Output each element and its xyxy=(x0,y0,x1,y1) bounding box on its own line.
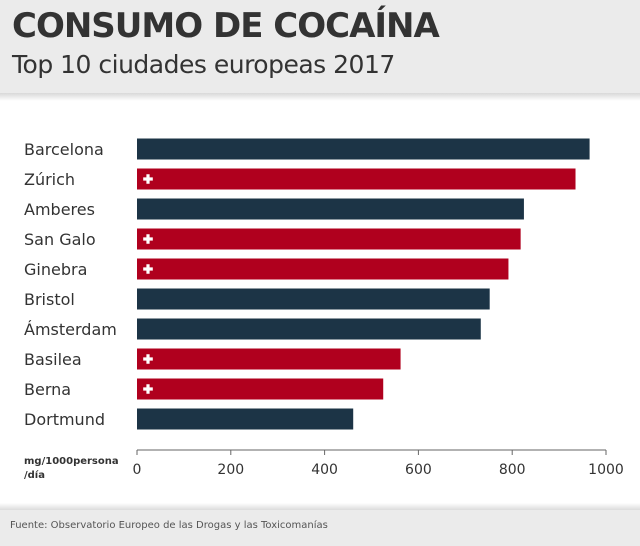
bar xyxy=(137,378,384,400)
footer-shadow xyxy=(0,503,640,510)
header-shadow xyxy=(0,93,640,101)
swiss-cross-icon xyxy=(143,174,153,184)
x-tick-label: 800 xyxy=(499,462,526,478)
x-tick-label: 1000 xyxy=(588,462,624,478)
chart-subtitle: Top 10 ciudades europeas 2017 xyxy=(12,50,395,79)
x-tick-label: 600 xyxy=(405,462,432,478)
category-label: Bristol xyxy=(24,290,75,309)
category-label: Dortmund xyxy=(24,410,105,429)
chart-title: CONSUMO DE COCAÍNA xyxy=(12,6,440,46)
category-label: Basilea xyxy=(24,350,82,369)
axis-unit-label: /día xyxy=(24,469,45,481)
category-label: Berna xyxy=(24,380,71,399)
category-label: San Galo xyxy=(24,230,96,249)
bar xyxy=(137,348,401,370)
category-label: Amberes xyxy=(24,200,95,219)
bar xyxy=(137,288,490,310)
swiss-cross-icon xyxy=(143,264,153,274)
category-label: Barcelona xyxy=(24,140,104,159)
bar xyxy=(137,168,576,190)
swiss-cross-icon xyxy=(143,234,153,244)
bar xyxy=(137,408,354,430)
chart-header: CONSUMO DE COCAÍNA Top 10 ciudades europ… xyxy=(0,0,640,93)
category-label: Ámsterdam xyxy=(24,320,117,339)
x-tick-label: 0 xyxy=(133,462,142,478)
bar xyxy=(137,318,481,340)
swiss-cross-icon xyxy=(143,384,153,394)
category-label: Zúrich xyxy=(24,170,75,189)
bar xyxy=(137,198,524,220)
chart-footer: Fuente: Observatorio Europeo de las Drog… xyxy=(0,510,640,546)
x-tick-label: 400 xyxy=(311,462,338,478)
bar xyxy=(137,228,521,250)
bar xyxy=(137,258,509,280)
bar xyxy=(137,138,590,160)
swiss-cross-icon xyxy=(143,354,153,364)
source-note: Fuente: Observatorio Europeo de las Drog… xyxy=(10,520,328,531)
category-label: Ginebra xyxy=(24,260,87,279)
axis-unit-label: mg/1000persona xyxy=(24,456,119,467)
x-tick-label: 200 xyxy=(217,462,244,478)
